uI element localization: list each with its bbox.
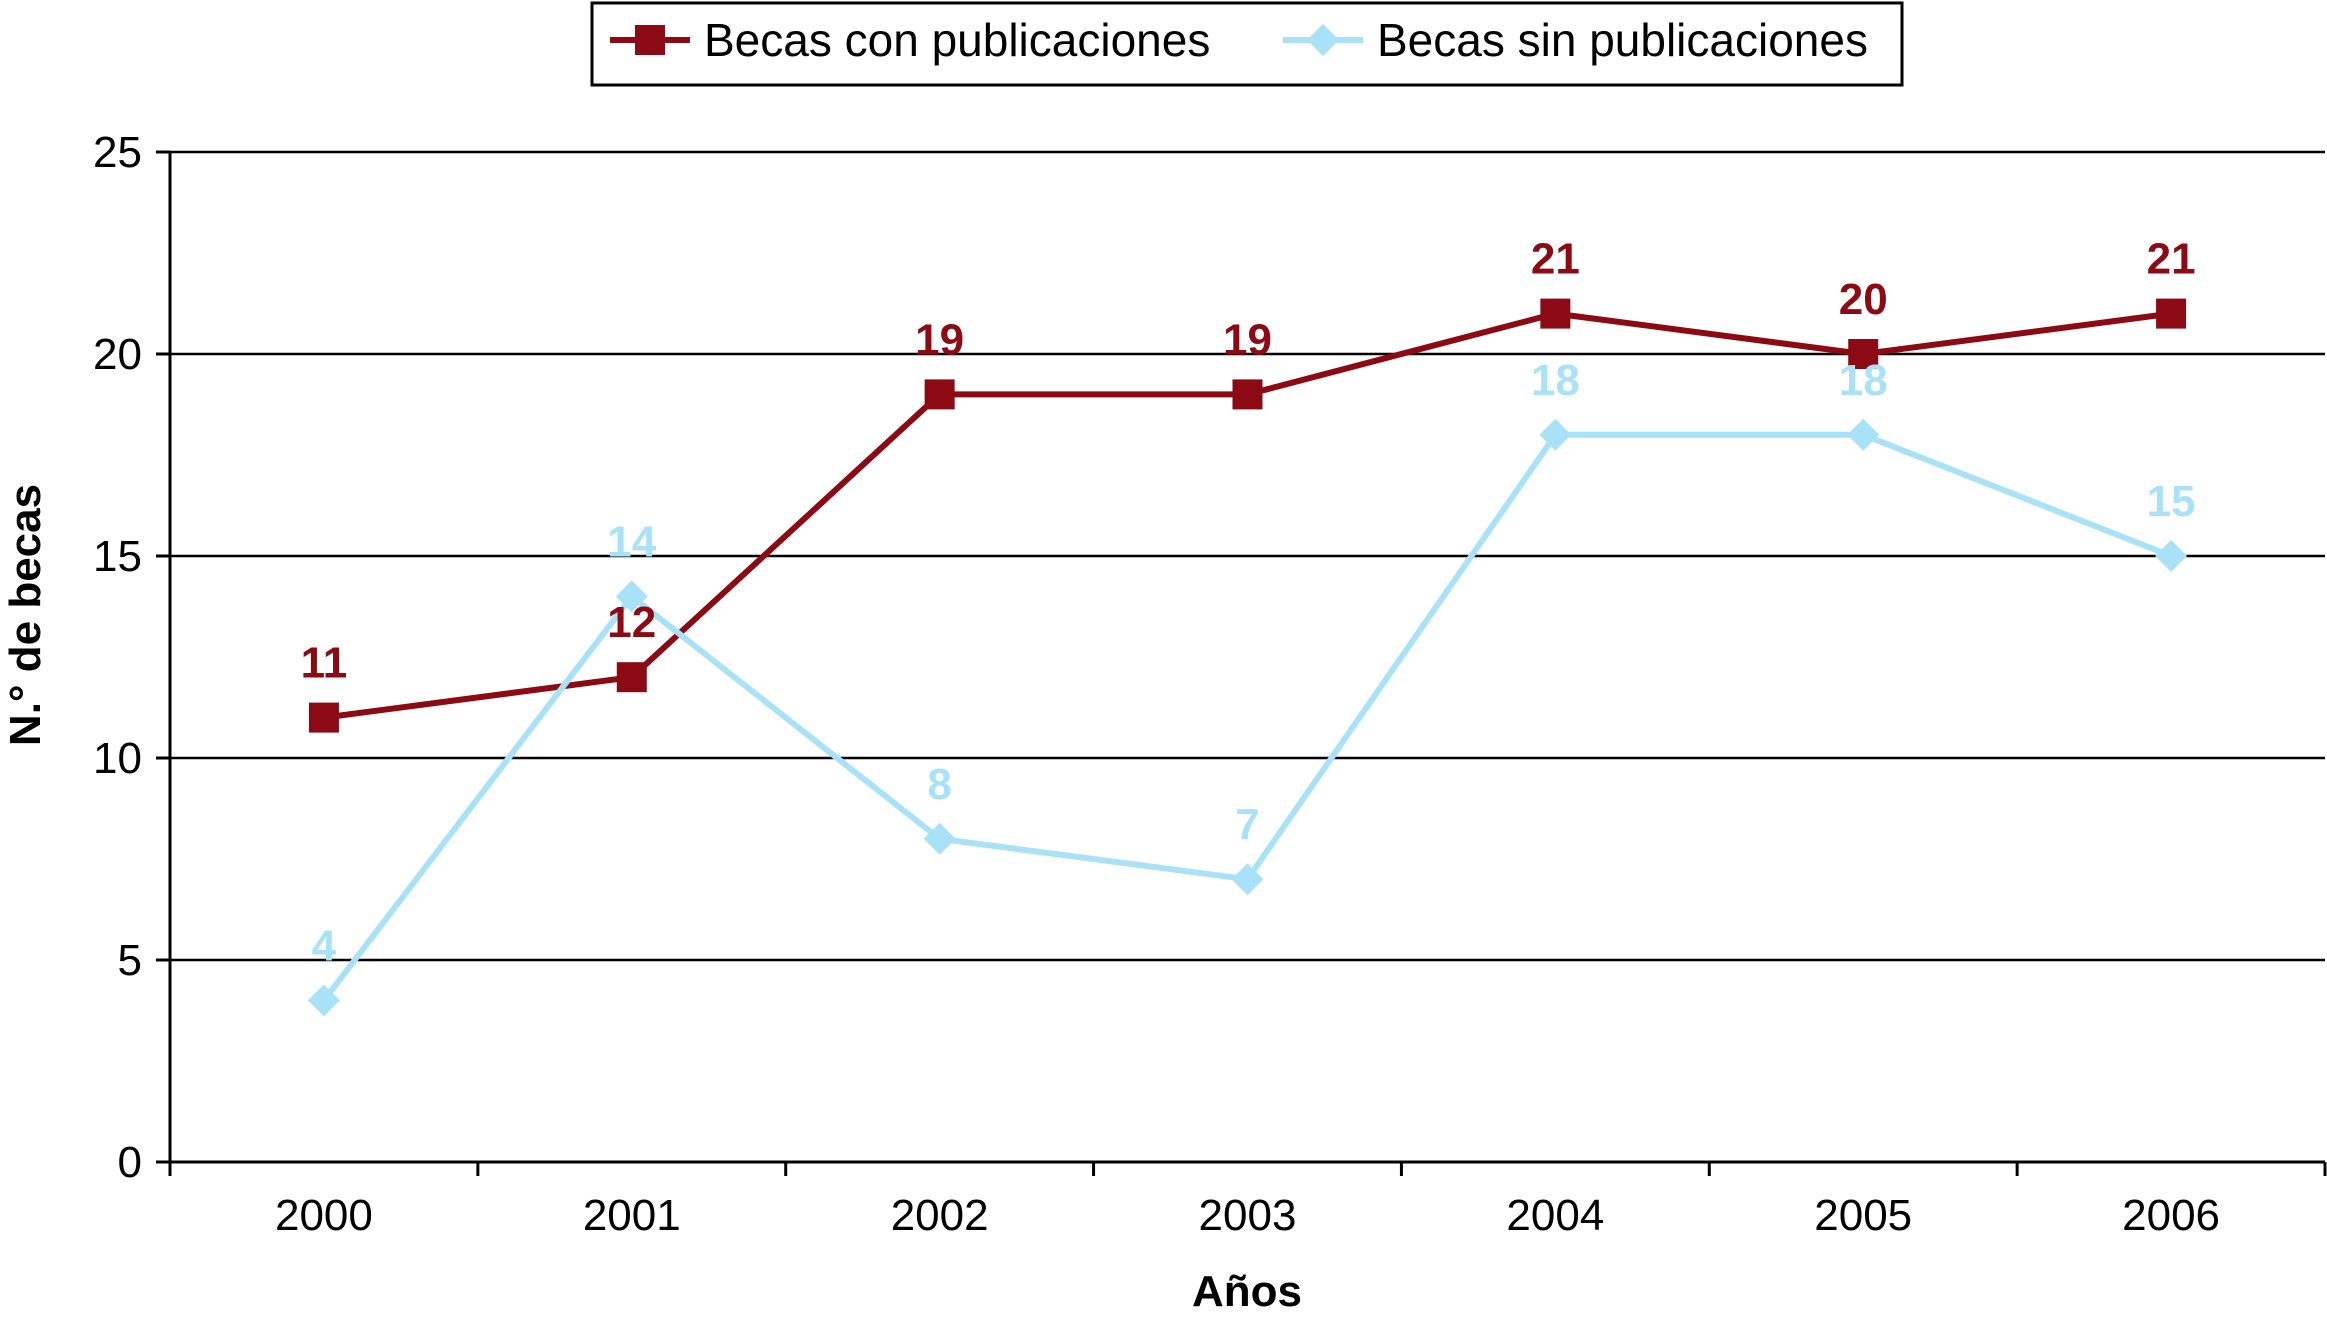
y-tick-label: 15 <box>93 532 142 581</box>
legend-marker-diamond <box>1307 24 1339 56</box>
x-axis-ticks: 2000 2001 2002 2003 2004 2005 2006 <box>168 1162 2327 1240</box>
legend-marker-square <box>635 25 665 55</box>
x-tick-label: 2000 <box>275 1191 373 1240</box>
series-1 <box>308 298 2187 733</box>
data-point-square <box>924 379 955 410</box>
axes <box>168 152 2325 1164</box>
y-tick-label: 20 <box>93 330 142 379</box>
y-tick-label: 5 <box>118 936 142 985</box>
legend-label: Becas con publicaciones <box>704 14 1210 66</box>
x-tick-label: 2005 <box>1814 1191 1912 1240</box>
data-labels: 11 12 19 19 21 20 21 4 14 8 7 18 18 15 <box>301 235 2196 971</box>
legend-item-1: Becas con publicaciones <box>610 14 1210 66</box>
data-label: 19 <box>915 315 964 364</box>
data-label: 21 <box>1531 235 1580 284</box>
data-point-square <box>1848 339 1879 369</box>
series-line <box>321 431 2173 1003</box>
y-tick-label: 10 <box>93 734 142 783</box>
data-point-square <box>2156 298 2187 329</box>
y-tick-label: 0 <box>118 1138 142 1187</box>
data-point-square <box>616 662 647 693</box>
data-point-diamond <box>615 580 648 613</box>
data-point-diamond <box>1231 863 1264 896</box>
y-axis-ticks: 0 5 10 15 20 25 <box>93 128 170 1187</box>
data-label: 12 <box>607 598 656 647</box>
data-label: 11 <box>301 639 348 688</box>
data-label: 7 <box>1235 800 1259 849</box>
data-point-square <box>1540 298 1571 329</box>
legend: Becas con publicaciones Becas sin publica… <box>590 1 1904 87</box>
y-axis-title: N.° de becas <box>1 484 50 746</box>
data-label: 14 <box>607 517 656 566</box>
data-point-diamond <box>923 822 956 855</box>
legend-label: Becas sin publicaciones <box>1377 14 1868 66</box>
x-tick-label: 2006 <box>2122 1191 2220 1240</box>
data-label: 20 <box>1839 275 1888 324</box>
x-tick-label: 2004 <box>1506 1191 1604 1240</box>
data-label: 18 <box>1839 356 1888 405</box>
series-2 <box>307 418 2188 1017</box>
legend-item-2: Becas sin publicaciones <box>1283 14 1868 66</box>
x-tick-label: 2002 <box>891 1191 989 1240</box>
data-label: 4 <box>312 921 337 970</box>
y-tick-label: 25 <box>93 128 142 177</box>
x-axis-title: Años <box>1192 1267 1302 1316</box>
data-point-diamond <box>307 984 340 1017</box>
data-point-diamond <box>2155 540 2188 572</box>
data-label: 19 <box>1223 315 1272 364</box>
data-label: 15 <box>2147 477 2196 526</box>
data-label: 21 <box>2147 235 2196 284</box>
x-tick-label: 2001 <box>583 1191 681 1240</box>
data-point-square <box>308 702 339 733</box>
gridlines <box>170 150 2325 962</box>
x-tick-label: 2003 <box>1199 1191 1297 1240</box>
series-line <box>323 310 2172 721</box>
data-point-square <box>1232 379 1263 410</box>
series-layer <box>307 298 2188 1017</box>
data-point-diamond <box>1847 418 1880 451</box>
data-label: 18 <box>1531 356 1580 405</box>
data-label: 8 <box>927 760 951 809</box>
data-point-diamond <box>1539 418 1572 451</box>
legend-box <box>590 1 1904 87</box>
